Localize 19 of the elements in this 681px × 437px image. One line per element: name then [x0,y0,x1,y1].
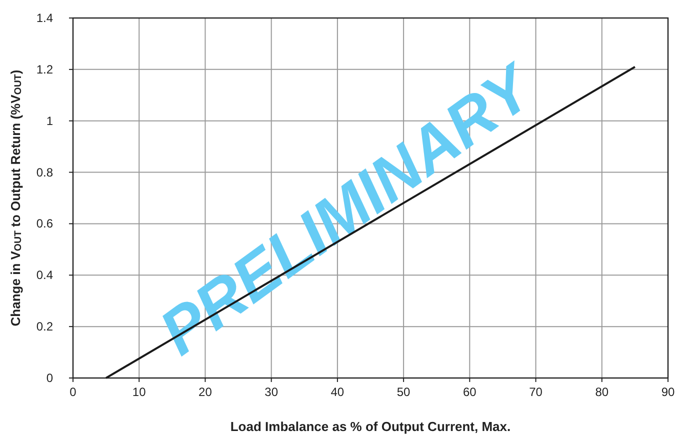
y-tick-label: 0 [46,371,54,385]
y-tick-label: 1.2 [36,62,54,76]
x-tick-label: 50 [396,385,411,399]
y-tick-label: 1.4 [36,11,54,25]
x-tick-label: 30 [264,385,278,399]
x-tick-label: 20 [198,385,212,399]
x-tick-label: 40 [330,385,344,399]
x-axis-title: Load Imbalance as % of Output Current, Max. [230,419,511,434]
y-tick-label: 0.6 [36,216,54,231]
x-tick-label: 80 [595,385,609,399]
x-tick-label: 90 [661,385,675,399]
y-tick-label: 0.8 [36,165,54,180]
y-tick-label: 1 [46,114,54,128]
x-tick-label: 0 [70,385,77,399]
x-tick-label: 70 [529,385,543,399]
x-tick-label: 60 [462,385,477,399]
x-tick-label: 10 [132,385,146,399]
y-tick-label: 0.2 [36,320,54,334]
y-tick-label: 0.4 [36,268,54,282]
